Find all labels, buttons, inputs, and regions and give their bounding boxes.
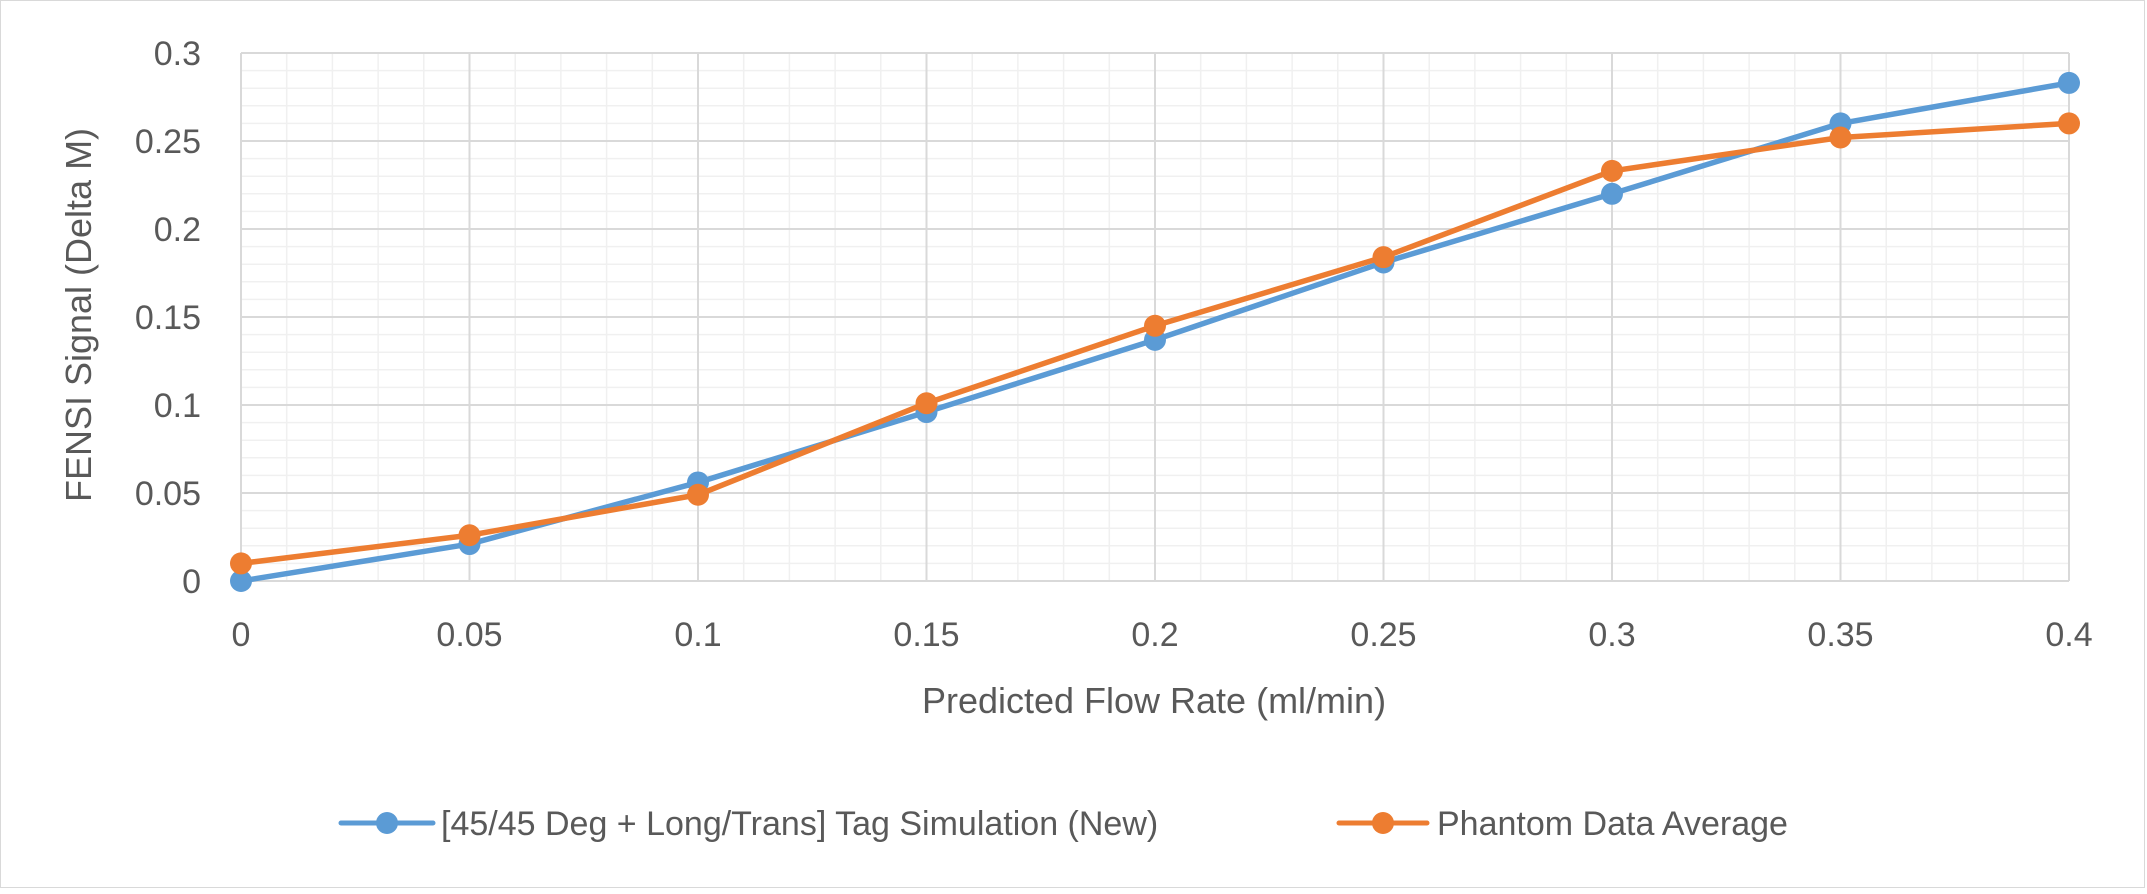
series-layer	[230, 71, 2080, 592]
major-gridlines	[240, 52, 2070, 582]
data-point-series-1	[2058, 112, 2080, 135]
y-tick-label: 0.05	[135, 475, 201, 513]
data-point-series-1	[458, 524, 481, 547]
data-point-series-1	[1829, 126, 1852, 149]
x-tick-label: 0.25	[1350, 616, 1416, 654]
legend-swatch-marker-simulation	[376, 812, 398, 834]
legend-item-simulation: [45/45 Deg + Long/Trans] Tag Simulation …	[338, 805, 1158, 843]
data-point-series-1	[1372, 246, 1395, 269]
x-tick-label: 0.3	[1588, 616, 1635, 654]
y-tick-label: 0.15	[135, 299, 201, 337]
x-tick-label: 0.2	[1131, 616, 1178, 654]
x-tick-label: 0.15	[893, 616, 959, 654]
x-axis-tick-labels: 0 0.05 0.1 0.15 0.2 0.25 0.3 0.35 0.4	[232, 616, 2093, 654]
data-point-series-0	[2058, 71, 2080, 94]
x-tick-label: 0.05	[436, 616, 502, 654]
y-tick-label: 0.2	[154, 211, 201, 249]
data-point-series-1	[1144, 314, 1166, 337]
data-point-series-1	[230, 552, 252, 575]
y-tick-label: 0.25	[135, 123, 201, 161]
data-point-series-1	[1601, 159, 1623, 182]
x-axis-title: Predicted Flow Rate (ml/min)	[922, 680, 1386, 721]
data-point-series-0	[1601, 182, 1623, 205]
y-tick-label: 0.3	[154, 35, 201, 73]
y-tick-label: 0.1	[154, 387, 201, 425]
legend-label-simulation: [45/45 Deg + Long/Trans] Tag Simulation …	[441, 805, 1158, 843]
x-tick-label: 0.1	[674, 616, 721, 654]
data-point-series-1	[915, 392, 938, 415]
legend: [45/45 Deg + Long/Trans] Tag Simulation …	[338, 805, 1788, 843]
x-tick-label: 0.4	[2045, 616, 2092, 654]
data-point-series-0	[230, 570, 252, 592]
series-1	[230, 112, 2080, 575]
legend-label-phantom: Phantom Data Average	[1437, 805, 1788, 843]
y-tick-label: 0	[182, 563, 201, 601]
x-tick-label: 0.35	[1807, 616, 1873, 654]
legend-item-phantom: Phantom Data Average	[1336, 805, 1788, 843]
y-axis-title: FENSI Signal (Delta M)	[58, 128, 99, 502]
legend-swatch-marker-phantom	[1372, 812, 1394, 834]
y-axis-tick-labels: 0 0.05 0.1 0.15 0.2 0.25 0.3	[135, 35, 201, 601]
x-tick-label: 0	[232, 616, 251, 654]
data-point-series-1	[687, 483, 709, 506]
